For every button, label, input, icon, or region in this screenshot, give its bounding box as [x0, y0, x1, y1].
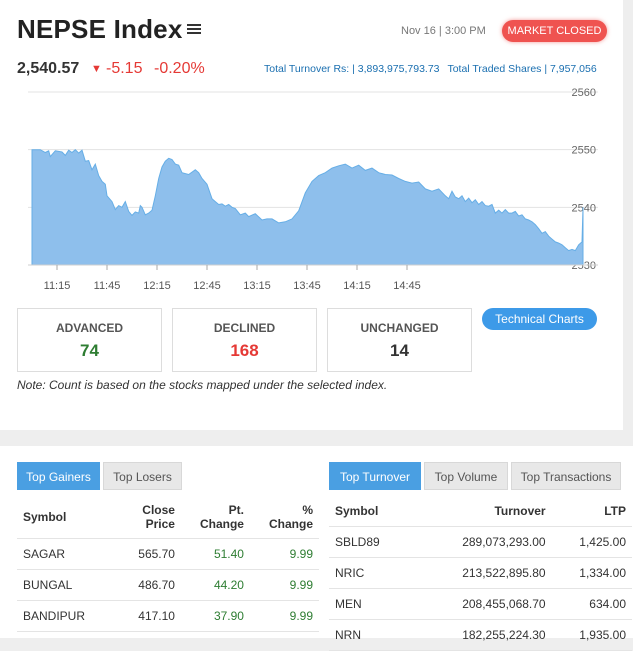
close-price-header: Close Price	[121, 496, 181, 539]
symbol-cell[interactable]: BANDIPUR	[17, 600, 121, 632]
ltp-cell: 1,425.00	[551, 526, 632, 558]
turnover-cell: 289,073,293.00	[421, 526, 552, 558]
x-tick-label: 13:45	[293, 280, 321, 292]
table-row[interactable]: BUNGAL 486.70 44.20 9.99	[17, 569, 319, 601]
symbol-cell[interactable]: SBLD89	[329, 526, 421, 558]
advanced-count: 74	[80, 341, 99, 360]
advanced-label: ADVANCED	[55, 321, 124, 335]
y-tick-label: 2550	[572, 145, 596, 157]
symbol-header: Symbol	[329, 496, 421, 527]
tab-top-turnover[interactable]: Top Turnover	[329, 462, 421, 490]
index-summary-card: NEPSE Index Nov 16 | 3:00 PM MARKET CLOS…	[0, 0, 623, 430]
pct-change-header: % Change	[249, 496, 319, 539]
page-title: NEPSE Index	[17, 14, 183, 44]
table-row[interactable]: NRIC 213,522,895.80 1,334.00	[329, 557, 632, 589]
market-stats: Total Turnover Rs: | 3,893,975,793.73 To…	[264, 63, 597, 75]
chevron-down-icon: ▼	[91, 63, 102, 75]
unchanged-count: 14	[390, 341, 409, 360]
ltp-cell: 1,334.00	[551, 557, 632, 589]
y-tick-label: 2540	[572, 202, 596, 214]
tab-top-losers[interactable]: Top Losers	[103, 462, 182, 490]
technical-charts-button[interactable]: Technical Charts	[482, 308, 597, 330]
pt-change-cell: 44.20	[180, 569, 250, 601]
table-row[interactable]: BANDIPUR 417.10 37.90 9.99	[17, 600, 319, 632]
top-turnover-table: Symbol Turnover LTP SBLD89 289,073,293.0…	[329, 496, 632, 651]
index-change: -5.15	[106, 60, 143, 77]
declined-count: 168	[230, 341, 259, 360]
unchanged-label: UNCHANGED	[360, 321, 439, 335]
movers-card: Top Gainers Top Losers Symbol Close Price…	[0, 446, 633, 651]
pt-change-cell: 37.90	[180, 600, 250, 632]
symbol-cell[interactable]: SAGAR	[17, 538, 121, 570]
pct-change-cell: 9.99	[249, 600, 319, 632]
turnover-cell: 182,255,224.30	[421, 619, 552, 651]
pct-change-cell: 9.99	[249, 569, 319, 601]
pct-change-cell: 9.99	[249, 538, 319, 570]
x-tick-label: 14:45	[393, 280, 421, 292]
x-tick-label: 11:45	[94, 280, 121, 292]
table-row[interactable]: SBLD89 289,073,293.00 1,425.00	[329, 526, 632, 558]
tab-top-transactions[interactable]: Top Transactions	[511, 462, 621, 490]
x-tick-label: 13:15	[243, 280, 271, 292]
symbol-header: Symbol	[17, 496, 121, 539]
close-price-cell: 417.10	[121, 600, 181, 632]
declined-box: DECLINED 168	[172, 308, 317, 372]
tab-top-gainers[interactable]: Top Gainers	[17, 462, 100, 490]
symbol-cell[interactable]: NRN	[329, 619, 421, 651]
close-price-cell: 486.70	[121, 569, 181, 601]
turnover-cell: 213,522,895.80	[421, 557, 552, 589]
table-header-row: Symbol Close Price Pt. Change % Change	[17, 496, 319, 539]
top-gainers-table: Symbol Close Price Pt. Change % Change SAGA…	[17, 496, 319, 632]
menu-icon[interactable]	[187, 24, 201, 37]
symbol-cell[interactable]: NRIC	[329, 557, 421, 589]
pt-change-cell: 51.40	[180, 538, 250, 570]
x-tick-label: 12:15	[143, 280, 171, 292]
turnover-cell: 208,455,068.70	[421, 588, 552, 620]
total-traded-shares: Total Traded Shares | 7,957,056	[447, 63, 597, 75]
tab-top-volume[interactable]: Top Volume	[424, 462, 508, 490]
breadth-note: Note: Count is based on the stocks mappe…	[17, 378, 388, 392]
ltp-cell: 1,935.00	[551, 619, 632, 651]
table-row[interactable]: NRN 182,255,224.30 1,935.00	[329, 619, 632, 651]
declined-label: DECLINED	[213, 321, 276, 335]
market-datetime: Nov 16 | 3:00 PM	[401, 25, 486, 37]
x-tick-label: 12:45	[193, 280, 221, 292]
market-status-badge: MARKET CLOSED	[502, 20, 607, 42]
y-tick-label: 2560	[572, 87, 596, 99]
index-area-series	[31, 149, 584, 266]
symbol-cell[interactable]: MEN	[329, 588, 421, 620]
ltp-cell: 634.00	[551, 588, 632, 620]
ltp-header: LTP	[551, 496, 632, 527]
symbol-cell[interactable]: BUNGAL	[17, 569, 121, 601]
index-value: 2,540.57	[17, 60, 80, 77]
table-row[interactable]: MEN 208,455,068.70 634.00	[329, 588, 632, 620]
table-header-row: Symbol Turnover LTP	[329, 496, 632, 527]
advanced-box: ADVANCED 74	[17, 308, 162, 372]
pt-change-header: Pt. Change	[180, 496, 250, 539]
x-tick-label: 14:15	[343, 280, 371, 292]
x-tick-label: 11:15	[44, 280, 71, 292]
total-turnover: Total Turnover Rs: | 3,893,975,793.73	[264, 63, 440, 75]
turnover-header: Turnover	[421, 496, 552, 527]
unchanged-box: UNCHANGED 14	[327, 308, 472, 372]
table-row[interactable]: SAGAR 565.70 51.40 9.99	[17, 538, 319, 570]
close-price-cell: 565.70	[121, 538, 181, 570]
index-change-percent: -0.20%	[154, 60, 205, 77]
